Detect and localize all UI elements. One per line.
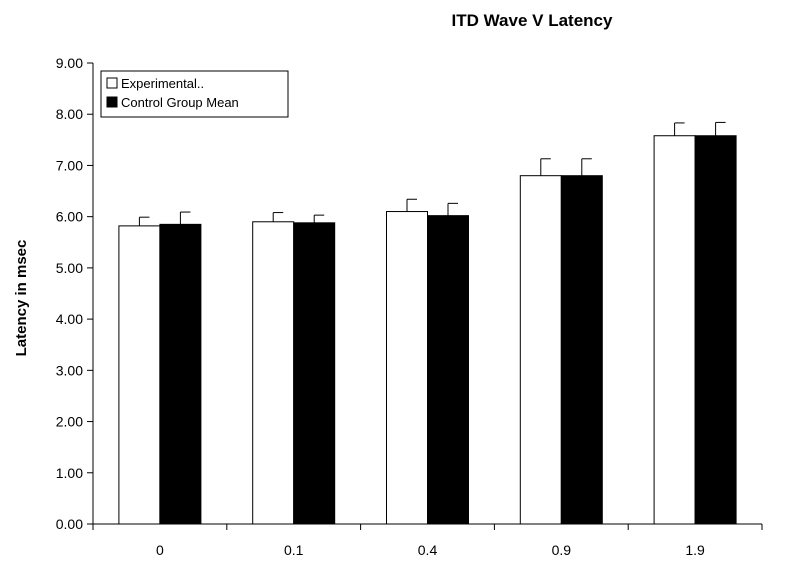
legend-swatch-experimental	[106, 77, 118, 89]
bar-experimental	[118, 225, 161, 525]
x-tick-label: 0.1	[284, 542, 304, 558]
y-tick-label: 3.00	[56, 362, 83, 378]
legend-label-control: Control Group Mean	[121, 95, 239, 110]
y-tick-label: 0.00	[56, 516, 83, 532]
bar-control	[560, 175, 603, 525]
bar-experimental	[386, 211, 428, 525]
bar-control	[293, 222, 336, 525]
y-tick-label: 2.00	[56, 414, 83, 430]
x-tick-label: 1.9	[685, 542, 705, 558]
bar-control	[159, 223, 202, 525]
y-tick-label: 4.00	[56, 311, 83, 327]
y-tick-label: 8.00	[56, 106, 83, 122]
legend-swatch-control	[106, 96, 118, 108]
y-tick-label: 7.00	[56, 157, 83, 173]
y-tick-label: 6.00	[56, 209, 83, 225]
y-tick-label: 1.00	[56, 465, 83, 481]
legend: Experimental.. Control Group Mean	[100, 70, 289, 118]
bar-experimental	[653, 135, 696, 525]
x-tick-label: 0.4	[418, 542, 438, 558]
bar-experimental	[252, 221, 295, 525]
bar-control	[694, 135, 737, 525]
chart-title: ITD Wave V Latency	[452, 11, 613, 30]
y-tick-label: 5.00	[56, 260, 83, 276]
x-tick-label: 0.9	[552, 542, 572, 558]
legend-label-experimental: Experimental..	[121, 76, 204, 91]
bar-control	[427, 215, 469, 525]
y-tick-label: 9.00	[56, 55, 83, 71]
bar-experimental	[519, 175, 562, 525]
plot-area: 0.00 1.00 2.00 3.00 4.00 5.00 6.00 7.00 8.00 9.00…	[56, 55, 763, 558]
y-axis-label: Latency in msec	[13, 240, 30, 357]
x-tick-label: 0	[156, 542, 164, 558]
legend-box	[100, 70, 289, 118]
